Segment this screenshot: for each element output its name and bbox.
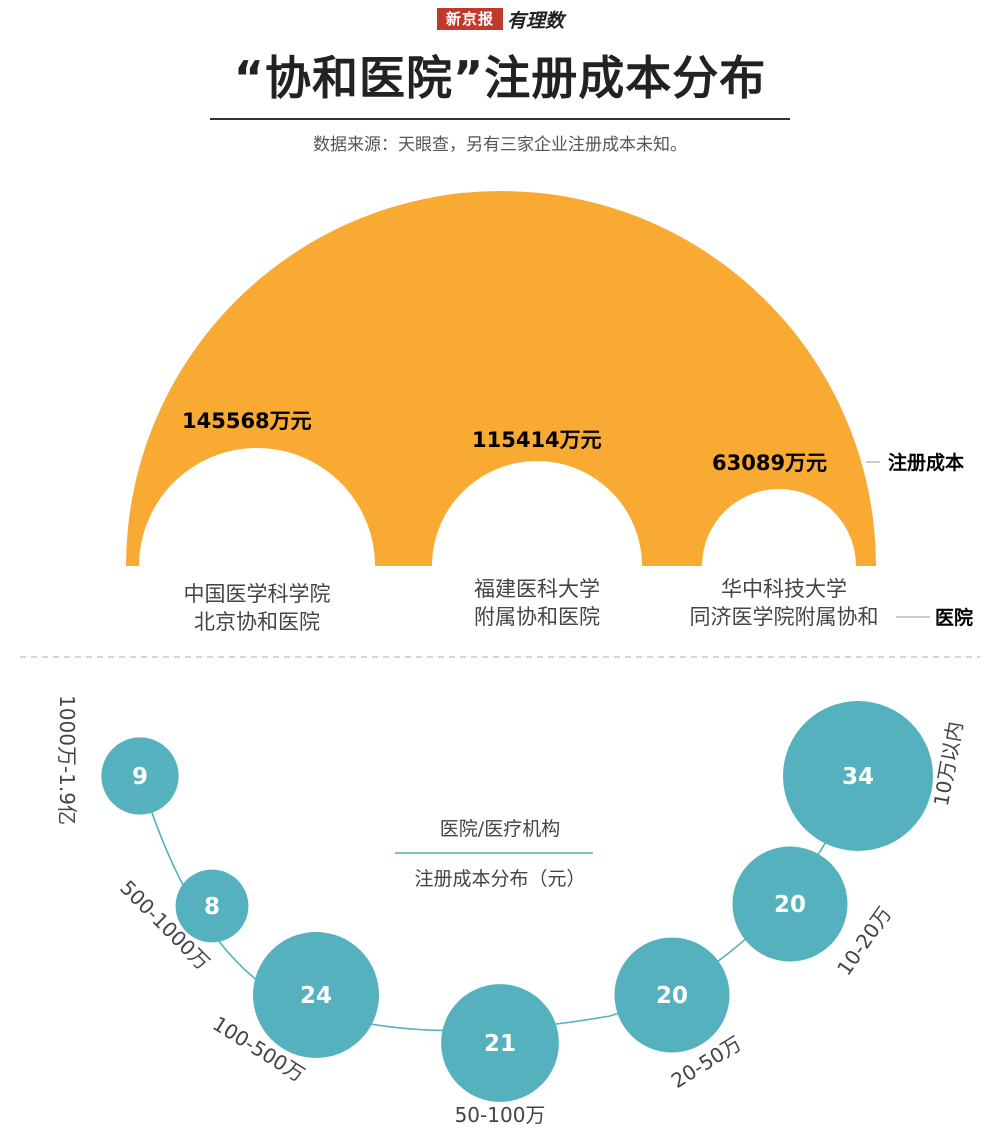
hospital-0-line2: 北京协和医院	[194, 610, 320, 634]
bubble-6	[783, 701, 933, 851]
arch-body	[126, 191, 876, 566]
brand-logo: 新京报 有理数	[0, 6, 1000, 34]
cost-label-0: 145568万元	[182, 409, 312, 433]
hospital-2-line2: 同济医学院附属协和	[690, 605, 879, 629]
bubble-4	[614, 937, 730, 1053]
page-title: “协和医院”注册成本分布	[233, 51, 767, 105]
legend-hospital: 医院	[935, 606, 973, 629]
legend-cost: 注册成本	[888, 451, 964, 474]
bubble-value-6: 34	[842, 764, 874, 790]
bubble-value-4: 20	[656, 983, 688, 1009]
bubble-value-2: 24	[300, 983, 332, 1009]
bubble-category-6: 10万以内	[929, 720, 967, 808]
hospital-1-line1: 福建医科大学	[474, 577, 600, 601]
bubble-value-3: 21	[484, 1031, 516, 1057]
bubble-category-0: 1000万-1.9亿	[55, 695, 79, 825]
title-divider	[210, 118, 790, 120]
bubble-category-3: 50-100万	[455, 1103, 546, 1127]
source-note: 数据来源：天眼查，另有三家企业注册成本未知。	[313, 135, 687, 155]
brand-column: 有理数	[507, 10, 565, 32]
brand-newspaper: 新京报	[437, 8, 503, 30]
hospital-0-line1: 中国医学科学院	[184, 582, 331, 606]
hospital-2-line1: 华中科技大学	[721, 577, 847, 601]
cost-arch-chart: 145568万元 115414万元 63089万元 注册成本 中国医学科学院 北…	[20, 191, 980, 658]
bubble-value-5: 20	[774, 892, 806, 918]
cost-label-2: 63089万元	[712, 451, 827, 475]
center-label-line2: 注册成本分布（元）	[414, 868, 585, 890]
cost-label-1: 115414万元	[472, 428, 602, 452]
bubble-2	[253, 932, 379, 1058]
hospital-1-line2: 附属协和医院	[474, 605, 600, 629]
bubble-3	[441, 984, 559, 1102]
bubble-value-0: 9	[132, 764, 148, 790]
center-label-line1: 医院/医疗机构	[440, 818, 560, 840]
bubble-5	[732, 846, 848, 962]
bubble-1	[175, 869, 249, 943]
bubble-value-1: 8	[204, 894, 220, 920]
bubble-0	[101, 737, 179, 815]
